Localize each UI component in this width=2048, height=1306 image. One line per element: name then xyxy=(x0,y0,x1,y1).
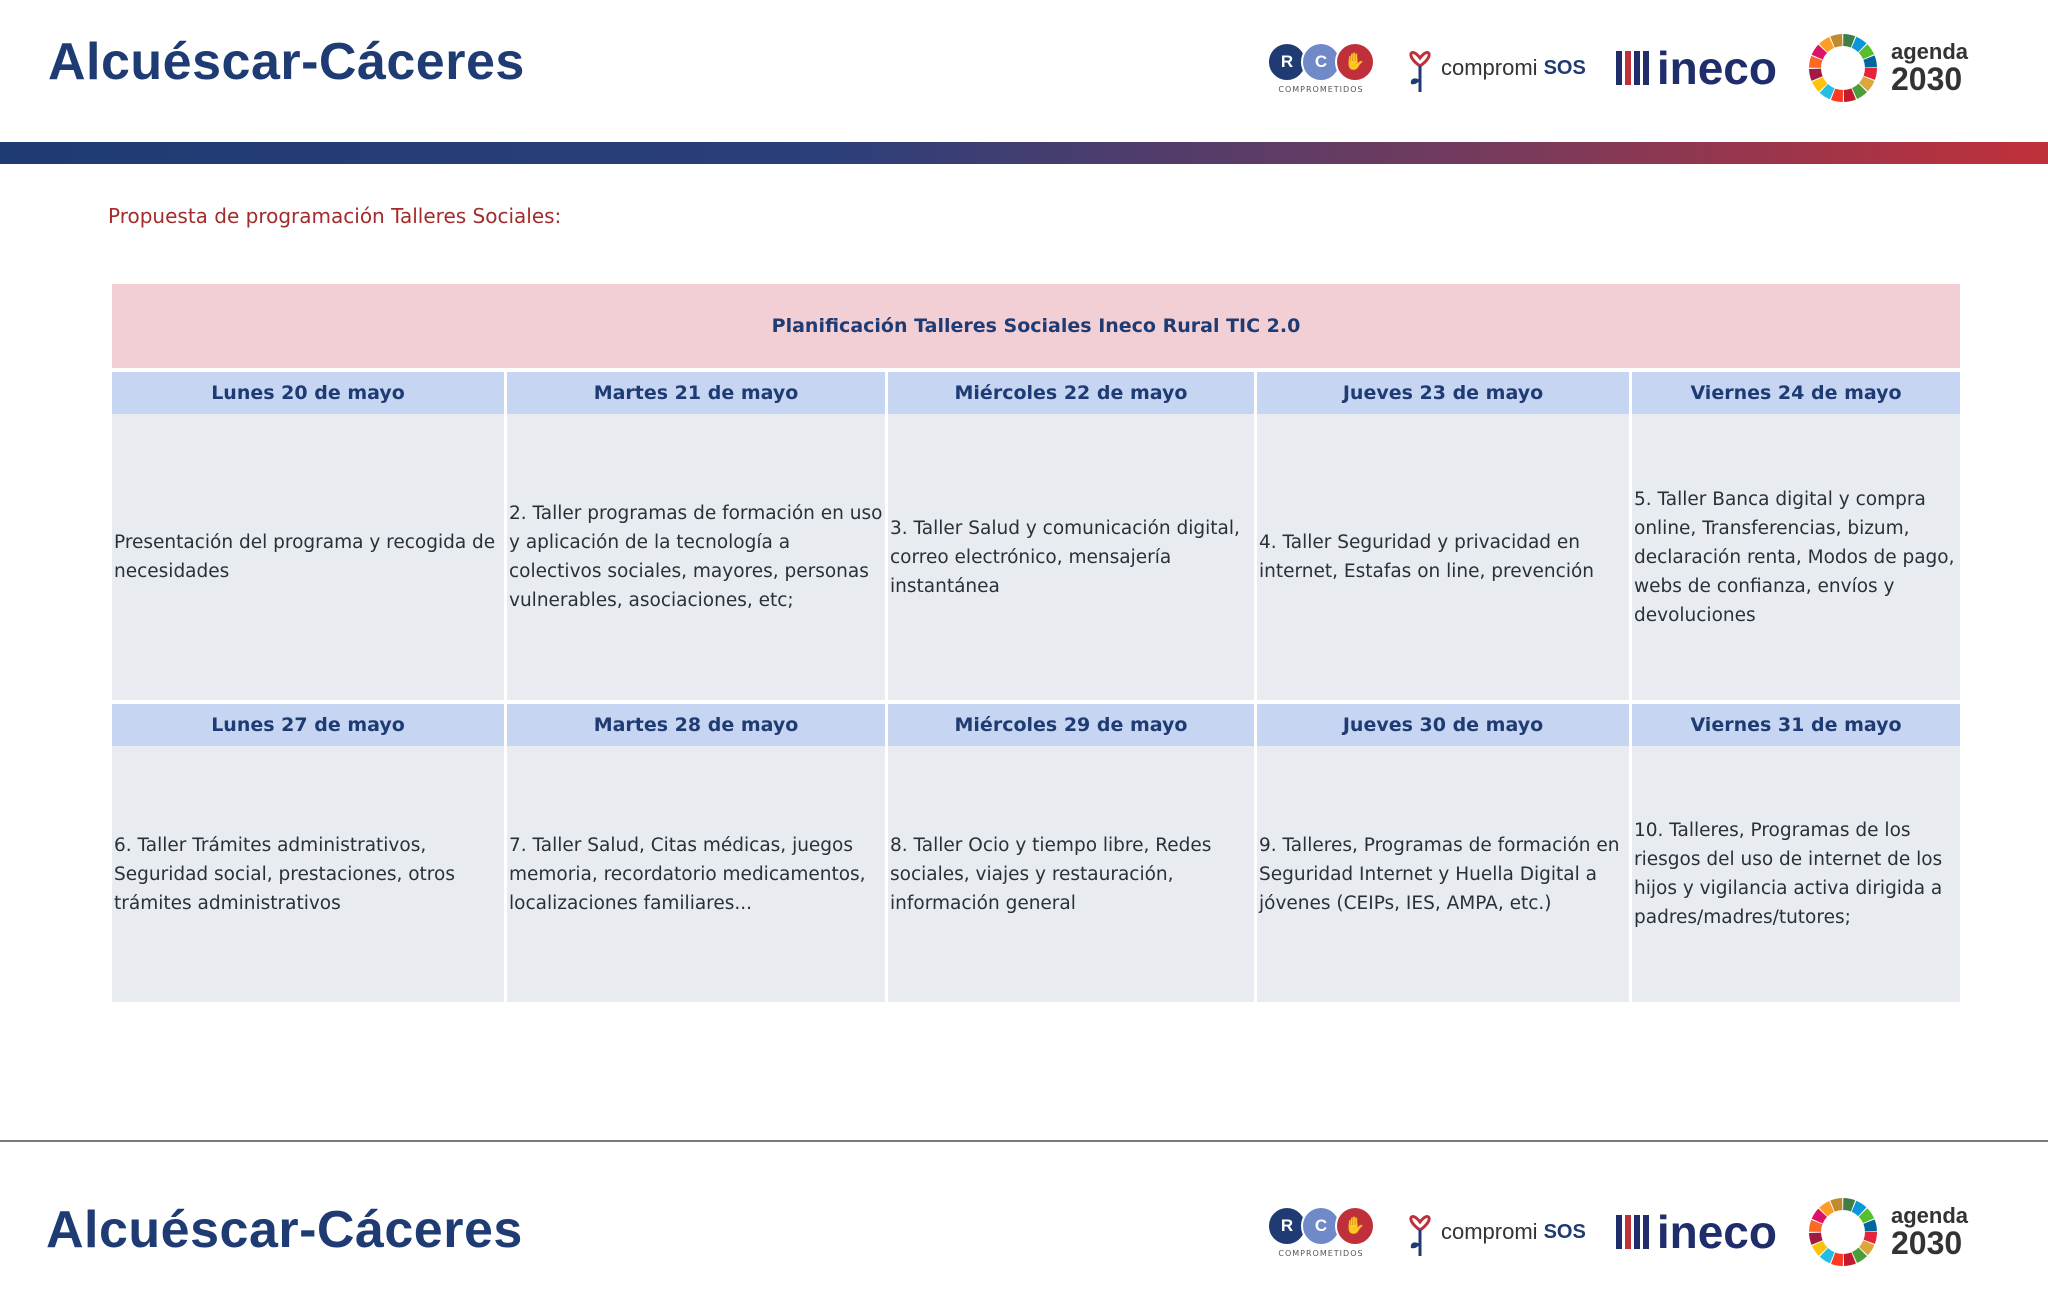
compromisos-logo-suffix: SOS xyxy=(1543,1220,1586,1243)
agenda-2030-logo: agenda 2030 xyxy=(1807,32,1968,104)
week-row: Lunes 27 de mayo Martes 28 de mayo Miérc… xyxy=(112,704,1960,1002)
schedule-table: Planificación Talleres Sociales Ineco Ru… xyxy=(112,284,1960,1002)
compromisos-logo-prefix: compromi xyxy=(1440,1219,1538,1244)
page-title: Alcuéscar-Cáceres xyxy=(48,33,525,91)
day-header: Viernes 24 de mayo xyxy=(1632,372,1960,414)
rc-logo-caption: COMPROMETIDOS xyxy=(1278,85,1364,94)
page-header: Alcuéscar-Cáceres R C ✋ COMPROMETIDOS co… xyxy=(0,0,2048,142)
rc-logo-caption: COMPROMETIDOS xyxy=(1278,1249,1364,1258)
day-header: Jueves 30 de mayo xyxy=(1257,704,1629,746)
rc-logo-c: C xyxy=(1300,42,1341,82)
day-header: Miércoles 29 de mayo xyxy=(888,704,1254,746)
day-header: Jueves 23 de mayo xyxy=(1257,372,1629,414)
ineco-logo-text: ineco xyxy=(1656,1206,1777,1258)
flower-icon xyxy=(1409,1215,1431,1256)
week-row: Lunes 20 de mayo Martes 21 de mayo Miérc… xyxy=(112,372,1960,700)
workshop-cell: 5. Taller Banca digital y compra online,… xyxy=(1632,414,1960,700)
footer-title: Alcuéscar-Cáceres xyxy=(46,1201,523,1259)
flower-icon xyxy=(1409,51,1431,92)
day-header: Martes 21 de mayo xyxy=(507,372,885,414)
compromisos-logo: compromi SOS xyxy=(1405,42,1586,94)
rc-logo-hand: ✋ xyxy=(1334,1206,1375,1246)
sdg-wheel-icon xyxy=(1808,1198,1877,1266)
agenda-2030-text: agenda 2030 xyxy=(1890,1203,1968,1261)
workshop-text: 3. Taller Salud y comunicación digital, … xyxy=(890,517,1240,597)
workshop-text: 10. Talleres, Programas de los riesgos d… xyxy=(1634,820,1943,928)
workshop-cell: 3. Taller Salud y comunicación digital, … xyxy=(888,414,1254,700)
workshop-cell: 8. Taller Ocio y tiempo libre, Redes soc… xyxy=(888,746,1254,1002)
workshop-cell: 6. Taller Trámites administrativos, Segu… xyxy=(112,746,504,1002)
workshop-cell: Presentación del programa y recogida de … xyxy=(112,414,504,700)
agenda-2030-logo: agenda 2030 xyxy=(1807,1196,1968,1268)
agenda-line1: agenda xyxy=(1890,1203,1968,1228)
workshop-text: Presentación del programa y recogida de … xyxy=(114,532,496,582)
workshop-text: 2. Taller programas de formación en uso … xyxy=(509,503,883,611)
workshop-text: 5. Taller Banca digital y compra online,… xyxy=(1634,488,1955,626)
rc-logo: R C ✋ COMPROMETIDOS xyxy=(1266,42,1375,94)
day-header: Miércoles 22 de mayo xyxy=(888,372,1254,414)
day-header: Viernes 31 de mayo xyxy=(1632,704,1960,746)
workshop-cell: 9. Talleres, Programas de formación en S… xyxy=(1257,746,1629,1002)
agenda-line2: 2030 xyxy=(1890,1225,1963,1261)
page-footer: Alcuéscar-Cáceres R C ✋ COMPROMETIDOS co… xyxy=(0,1140,2048,1306)
day-header: Lunes 27 de mayo xyxy=(112,704,504,746)
sdg-wheel-icon xyxy=(1808,34,1877,102)
workshop-cell: 7. Taller Salud, Citas médicas, juegos m… xyxy=(507,746,885,1002)
ineco-bars-icon xyxy=(1615,51,1649,85)
footer-logo-strip: R C ✋ COMPROMETIDOS compromi SOS ineco xyxy=(1266,1192,1968,1272)
workshop-cell: 10. Talleres, Programas de los riesgos d… xyxy=(1632,746,1960,1002)
workshop-cell: 2. Taller programas de formación en uso … xyxy=(507,414,885,700)
workshop-text: 8. Taller Ocio y tiempo libre, Redes soc… xyxy=(890,834,1212,914)
compromisos-logo-prefix: compromi xyxy=(1440,55,1538,80)
workshop-text: 9. Talleres, Programas de formación en S… xyxy=(1259,834,1620,914)
ineco-bars-icon xyxy=(1615,1215,1649,1249)
compromisos-logo: compromi SOS xyxy=(1405,1206,1586,1258)
rc-logo-r: R xyxy=(1266,1206,1307,1246)
day-header: Lunes 20 de mayo xyxy=(112,372,504,414)
workshop-text: 7. Taller Salud, Citas médicas, juegos m… xyxy=(509,834,866,914)
workshop-cell: 4. Taller Seguridad y privacidad en inte… xyxy=(1257,414,1629,700)
workshop-text: 4. Taller Seguridad y privacidad en inte… xyxy=(1259,532,1594,582)
agenda-2030-text: agenda 2030 xyxy=(1890,39,1968,97)
agenda-line2: 2030 xyxy=(1890,61,1963,97)
compromisos-logo-suffix: SOS xyxy=(1543,56,1586,79)
rc-logo-r: R xyxy=(1266,42,1307,82)
ineco-logo-text: ineco xyxy=(1656,42,1777,94)
ineco-logo: ineco xyxy=(1615,1205,1777,1259)
logo-strip: R C ✋ COMPROMETIDOS compromi SOS ineco xyxy=(1266,28,1968,108)
agenda-line1: agenda xyxy=(1890,39,1968,64)
proposal-subtitle: Propuesta de programación Talleres Socia… xyxy=(108,204,562,228)
gradient-band xyxy=(0,142,2048,164)
schedule-title: Planificación Talleres Sociales Ineco Ru… xyxy=(112,284,1960,368)
rc-logo-hand: ✋ xyxy=(1334,42,1375,82)
ineco-logo: ineco xyxy=(1615,41,1777,95)
day-header: Martes 28 de mayo xyxy=(507,704,885,746)
rc-logo: R C ✋ COMPROMETIDOS xyxy=(1266,1206,1375,1258)
workshop-text: 6. Taller Trámites administrativos, Segu… xyxy=(114,834,455,914)
